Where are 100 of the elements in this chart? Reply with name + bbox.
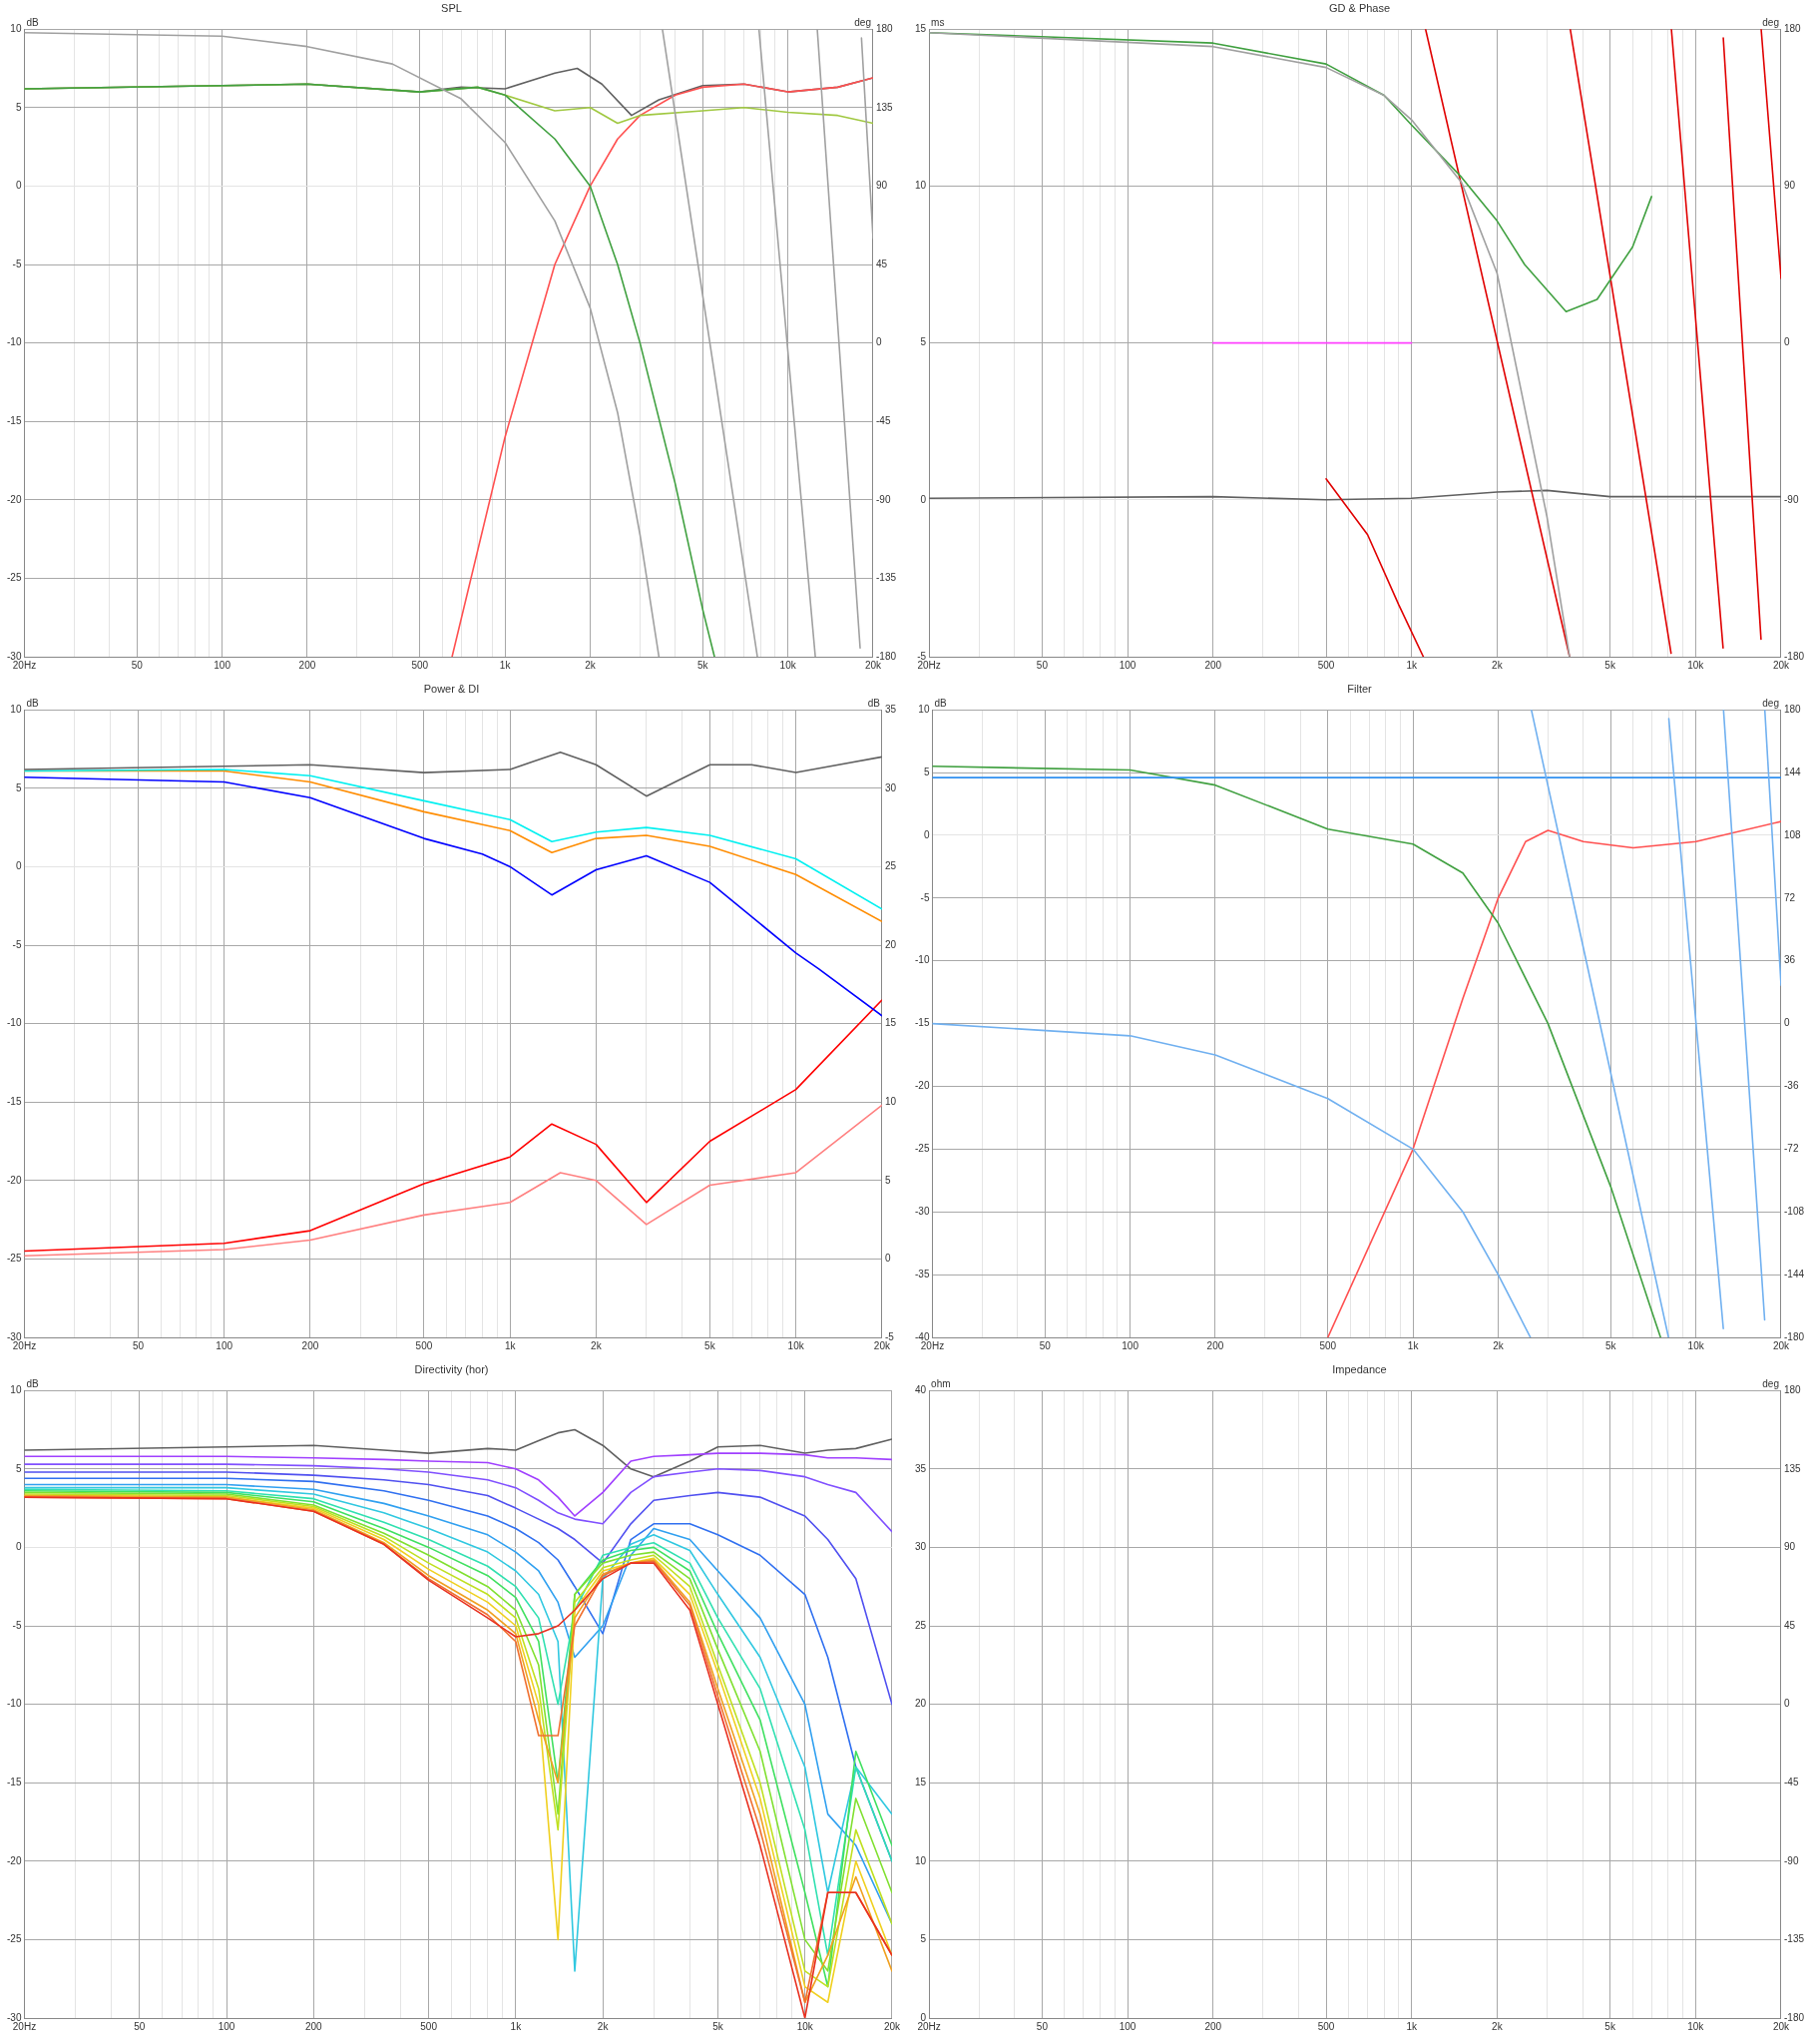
y-tick-label: -10 (915, 954, 930, 966)
x-tick-label: 10k (1687, 2020, 1705, 2032)
y2-tick-label: 135 (1783, 1462, 1802, 1474)
y-tick-label: 10 (915, 1854, 927, 1866)
y2-tick-label: -144 (1783, 1268, 1805, 1279)
y-tick-label: -20 (915, 1080, 930, 1092)
y-tick-label: 10 (10, 22, 22, 34)
y2-tick-label: 180 (1783, 703, 1802, 715)
x-tick-label: 50 (1039, 1339, 1052, 1351)
x-tick-label: 50 (1036, 659, 1049, 671)
y2-tick-label: -135 (1783, 1933, 1805, 1945)
y2-tick-label: 180 (875, 22, 894, 34)
x-tick-label: 5k (697, 659, 709, 671)
y-tick-label: 30 (915, 1541, 927, 1553)
x-tick-label: 500 (1317, 659, 1335, 671)
y-tick-label: 35 (915, 1462, 927, 1474)
y2-tick-label: -90 (875, 493, 891, 505)
y-tick-label: -5 (12, 257, 22, 269)
y-tick-label: 0 (15, 180, 22, 192)
y-tick-label: -25 (7, 1933, 22, 1945)
y2-tick-label: 5 (884, 1174, 891, 1186)
y2-tick-label: -180 (1783, 1330, 1805, 1342)
y2-tick-label: -90 (1783, 1854, 1799, 1866)
x-tick-label: 200 (1206, 1339, 1224, 1351)
y2-axis-title: deg (1762, 16, 1779, 28)
x-tick-label: 20k (1772, 2020, 1791, 2032)
y2-tick-label: -108 (1783, 1205, 1805, 1217)
y2-tick-label: -45 (1783, 1776, 1799, 1788)
y-axis-title: ms (931, 16, 945, 28)
y-axis-title: dB (26, 697, 40, 709)
y-tick-label: 10 (915, 180, 927, 192)
y-tick-label: -10 (7, 1698, 22, 1710)
y-tick-label: -15 (7, 1776, 22, 1788)
y2-tick-label: 90 (1783, 180, 1796, 192)
x-tick-label: 100 (1119, 2020, 1136, 2032)
x-tick-label: 50 (134, 2020, 146, 2032)
y-tick-label: -30 (7, 650, 22, 662)
x-tick-label: 20k (1772, 1339, 1791, 1351)
y-axis-title: dB (26, 16, 40, 28)
x-tick-label: 20Hz (12, 1339, 37, 1351)
y2-tick-label: -135 (875, 572, 897, 584)
y2-tick-label: -180 (875, 650, 897, 662)
y-tick-label: 5 (15, 781, 22, 793)
x-tick-label: 1k (1406, 659, 1418, 671)
y-axis-title: ohm (931, 1377, 951, 1389)
y-tick-label: 0 (920, 2011, 927, 2023)
x-tick-label: 500 (420, 2020, 438, 2032)
x-tick-label: 50 (132, 1339, 145, 1351)
y-tick-label: -30 (7, 1330, 22, 1342)
y2-tick-label: 30 (884, 781, 897, 793)
x-tick-label: 1k (1406, 2020, 1418, 2032)
y-tick-label: 15 (915, 22, 927, 34)
y-tick-label: 20 (915, 1698, 927, 1710)
x-tick-label: 2k (1492, 2020, 1504, 2032)
y2-tick-label: 36 (1783, 954, 1796, 966)
x-tick-label: 2k (1492, 659, 1504, 671)
x-tick-label: 50 (1036, 2020, 1049, 2032)
x-tick-label: 10k (779, 659, 797, 671)
x-tick-label: 100 (218, 2020, 235, 2032)
y2-tick-label: -36 (1783, 1080, 1799, 1092)
x-tick-label: 500 (411, 659, 429, 671)
x-tick-label: 20k (883, 2020, 901, 2032)
x-tick-label: 100 (216, 1339, 233, 1351)
y-tick-label: -5 (12, 1619, 22, 1631)
y2-tick-label: 0 (1783, 1017, 1790, 1029)
y2-axis-title: dB (867, 697, 881, 709)
y-tick-label: -5 (12, 938, 22, 950)
x-tick-label: 5k (1604, 2020, 1616, 2032)
y-tick-label: -30 (7, 2011, 22, 2023)
y-tick-label: -10 (7, 336, 22, 348)
y2-tick-label: -72 (1783, 1143, 1799, 1155)
x-tick-label: 20Hz (917, 2020, 941, 2032)
x-tick-label: 2k (585, 659, 597, 671)
x-tick-label: 10k (1687, 659, 1705, 671)
y-tick-label: 5 (920, 1933, 927, 1945)
y-tick-label: -25 (7, 1253, 22, 1265)
y2-tick-label: -90 (1783, 493, 1799, 505)
y-tick-label: -20 (7, 1174, 22, 1186)
y2-tick-label: 25 (884, 860, 897, 872)
x-tick-label: 200 (1204, 659, 1222, 671)
x-tick-label: 500 (1319, 1339, 1337, 1351)
y-tick-label: 10 (10, 703, 22, 715)
y2-tick-label: 0 (875, 336, 882, 348)
chart-title: Filter (1347, 682, 1373, 695)
x-tick-label: 5k (712, 2020, 724, 2032)
y2-tick-label: 45 (1783, 1619, 1796, 1631)
y2-tick-label: 144 (1783, 766, 1802, 777)
y-tick-label: 5 (15, 1462, 22, 1474)
y-tick-label: -15 (7, 1095, 22, 1107)
x-tick-label: 2k (591, 1339, 603, 1351)
y2-tick-label: 15 (884, 1017, 897, 1029)
x-tick-label: 10k (787, 1339, 805, 1351)
y-tick-label: 10 (918, 703, 930, 715)
y-tick-label: 10 (10, 1383, 22, 1395)
x-tick-label: 500 (415, 1339, 433, 1351)
x-tick-label: 20Hz (12, 2020, 37, 2032)
y-tick-label: -15 (915, 1017, 930, 1029)
y2-tick-label: 10 (884, 1095, 897, 1107)
y-tick-label: -20 (7, 493, 22, 505)
y-tick-label: 5 (923, 766, 930, 777)
